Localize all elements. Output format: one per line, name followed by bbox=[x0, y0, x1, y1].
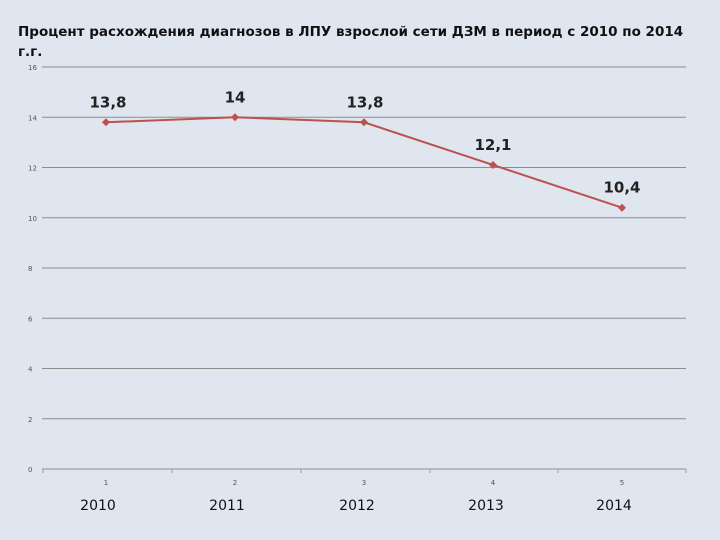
x-tick-label-1: 1 bbox=[104, 479, 108, 487]
y-tick-label-0: 0 bbox=[28, 466, 32, 474]
y-tick-label-6: 6 bbox=[28, 315, 33, 323]
y-tick-label-16: 16 bbox=[28, 64, 37, 72]
year-labels: 2010 2011 2012 2013 2014 bbox=[80, 498, 632, 514]
y-tick-label-10: 10 bbox=[28, 215, 37, 223]
y-tick-label-12: 12 bbox=[28, 165, 37, 173]
y-tick-label-2: 2 bbox=[28, 416, 32, 424]
x-tick-label-5: 5 bbox=[620, 479, 624, 487]
data-point-2010 bbox=[102, 118, 110, 127]
grid-lines bbox=[42, 66, 687, 473]
x-axis-ticks: 1 2 3 4 5 bbox=[104, 479, 624, 487]
data-point-2012 bbox=[360, 118, 368, 127]
year-label-2012: 2012 bbox=[339, 498, 375, 514]
x-tick-label-2: 2 bbox=[233, 479, 237, 487]
y-axis-ticks: 0 2 4 6 8 10 12 14 16 bbox=[28, 64, 37, 474]
x-tick-label-3: 3 bbox=[362, 479, 366, 487]
x-tick-label-4: 4 bbox=[491, 479, 496, 487]
year-label-2013: 2013 bbox=[468, 498, 504, 514]
data-point-2014 bbox=[618, 203, 626, 212]
data-point-2011 bbox=[231, 113, 239, 122]
series-polyline bbox=[105, 116, 623, 209]
data-label-2012: 13,8 bbox=[346, 93, 383, 111]
data-label-2013: 12,1 bbox=[474, 136, 511, 154]
y-tick-label-8: 8 bbox=[28, 265, 32, 273]
y-tick-label-14: 14 bbox=[28, 114, 37, 122]
y-tick-label-4: 4 bbox=[28, 366, 33, 374]
data-label-2014: 10,4 bbox=[603, 179, 640, 197]
slide-title: Процент расхождения диагнозов в ЛПУ взро… bbox=[18, 24, 684, 60]
data-point-2013 bbox=[489, 160, 497, 169]
data-labels: 13,8 14 13,8 12,1 10,4 bbox=[89, 88, 640, 196]
year-label-2010: 2010 bbox=[80, 498, 116, 514]
data-label-2010: 13,8 bbox=[89, 93, 126, 111]
year-label-2011: 2011 bbox=[209, 498, 245, 514]
year-label-2014: 2014 bbox=[596, 498, 632, 514]
data-markers bbox=[102, 113, 626, 212]
series-line bbox=[105, 116, 623, 209]
data-label-2011: 14 bbox=[225, 88, 246, 106]
